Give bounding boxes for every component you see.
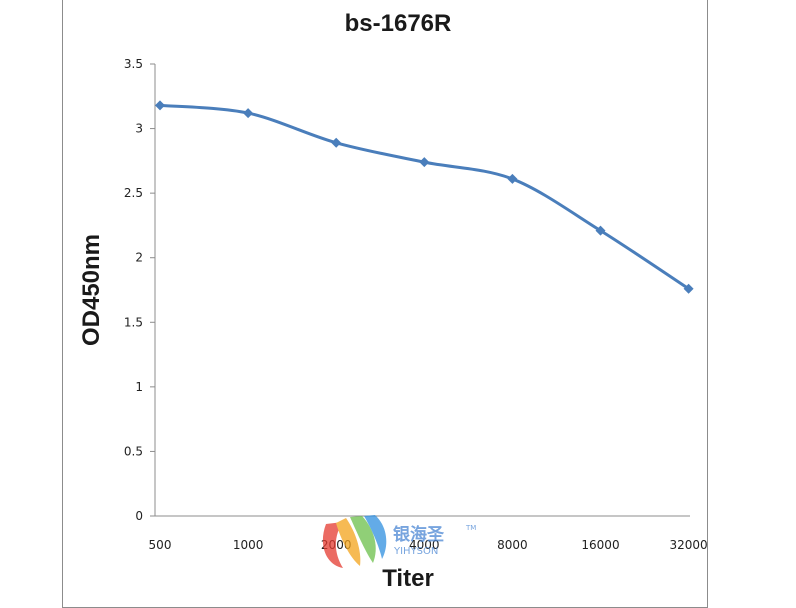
y-tick-label: 3: [135, 122, 143, 136]
data-point-marker: [155, 100, 165, 111]
x-tick-label: 4000: [409, 538, 440, 552]
y-tick-label: 0: [135, 509, 143, 523]
x-tick-label: 1000: [233, 538, 264, 552]
watermark-tm: TM: [465, 524, 476, 532]
x-axis-title: Titer: [382, 565, 434, 592]
watermark-text-cn: 银海圣: [393, 524, 445, 545]
data-point-marker: [331, 137, 342, 148]
x-tick-label: 500: [149, 538, 172, 552]
y-tick-label: 2.5: [124, 186, 143, 200]
data-point-marker: [595, 225, 606, 236]
chart-title: bs-1676R: [345, 10, 452, 37]
data-point-marker: [683, 283, 694, 294]
data-point-marker: [419, 157, 430, 168]
y-tick-label: 2: [135, 251, 143, 265]
y-tick-group: 0 0.5 1 1.5 2 2.5 3 3.5: [124, 57, 155, 523]
y-tick-label: 3.5: [124, 57, 143, 71]
y-tick-label: 1: [135, 380, 143, 394]
yiyhson-logo: 银海圣 YIHYSON TM: [322, 515, 476, 568]
x-tick-label: 8000: [497, 538, 528, 552]
x-tick-label: 16000: [581, 538, 619, 552]
data-point-marker: [507, 173, 518, 184]
chart-frame: [62, 0, 708, 608]
series-line: [158, 103, 691, 291]
y-tick-label: 0.5: [124, 444, 143, 458]
x-tick-label: 32000: [670, 538, 708, 552]
watermark-text-en: YIHYSON: [393, 546, 438, 557]
series-markers: [155, 100, 694, 294]
y-axis-title: OD450nm: [78, 234, 105, 346]
y-tick-label: 1.5: [124, 315, 143, 329]
data-point-marker: [243, 108, 254, 119]
